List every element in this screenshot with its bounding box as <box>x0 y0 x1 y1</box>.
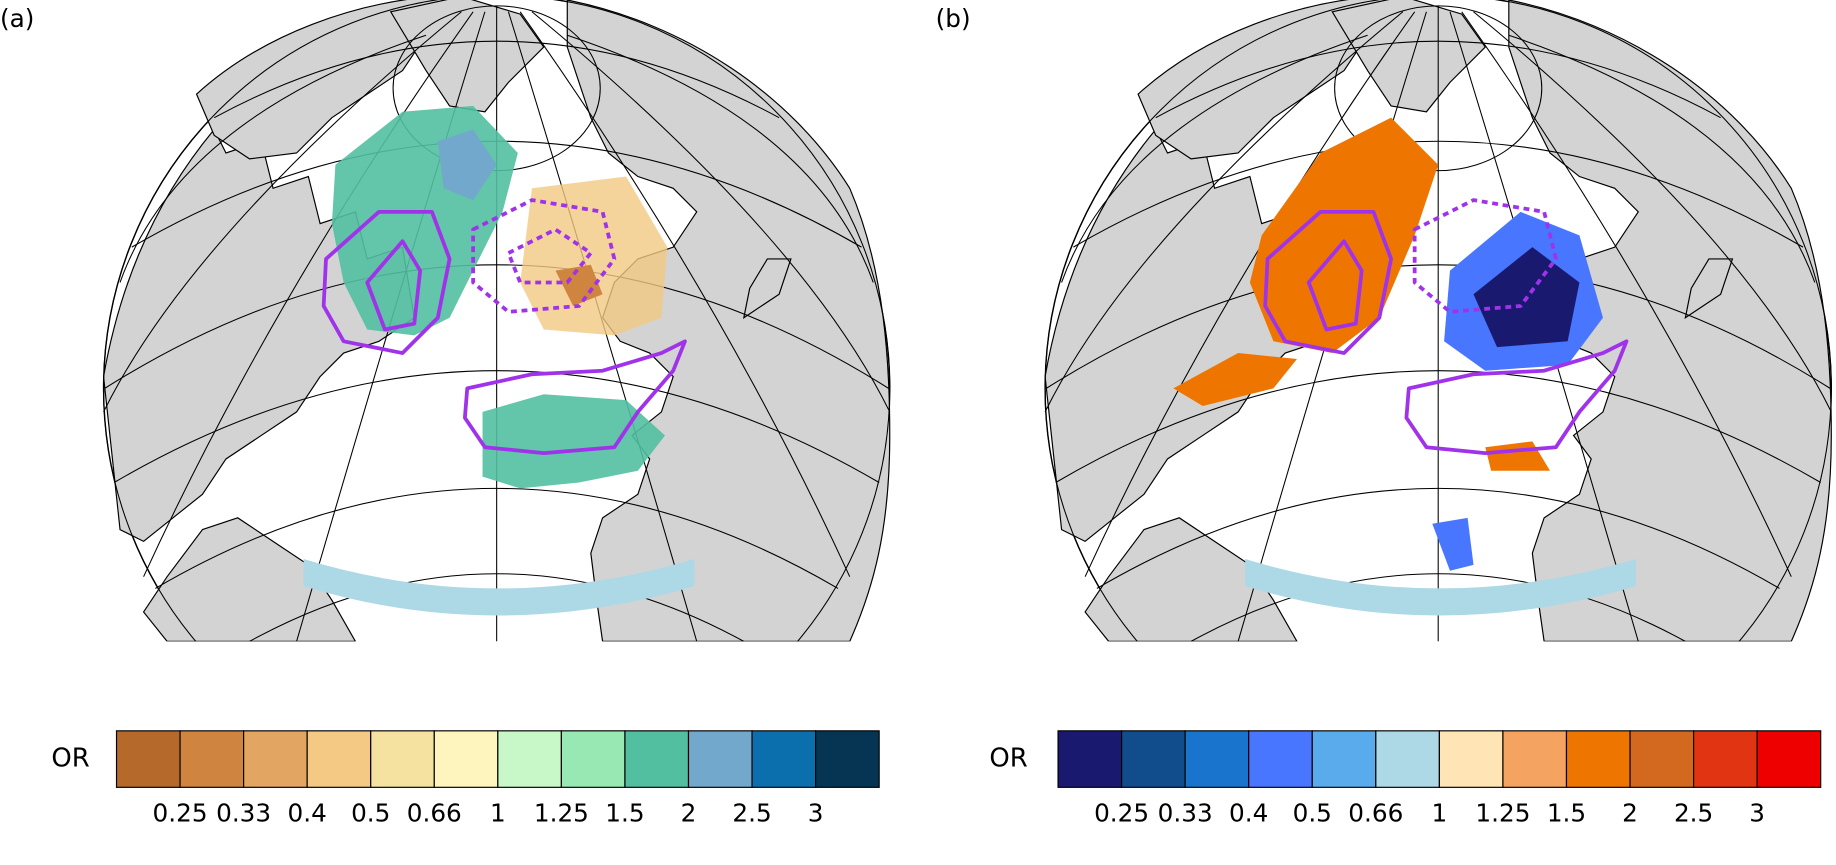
panel-label: (a) <box>0 4 34 33</box>
colorbar-swatch <box>179 730 245 788</box>
colorbar-tick-label: 2 <box>681 798 697 827</box>
colorbar-label: OR <box>989 744 1027 774</box>
panel-label: (b) <box>936 4 971 33</box>
colorbar-tick-label: 1.25 <box>534 798 589 827</box>
colorbar-swatch <box>815 730 880 788</box>
colorbar-swatch <box>497 730 562 788</box>
globe <box>1044 0 1832 642</box>
contour <box>1404 339 1629 455</box>
colorbar-swatch <box>1438 730 1504 788</box>
colorbar-tick-label: 1 <box>490 798 506 827</box>
or-patch <box>482 394 665 489</box>
colorbar-swatch <box>433 730 499 788</box>
colorbar-tick-label: 0.4 <box>288 798 327 827</box>
colorbar-tick-label: 2 <box>1622 798 1638 827</box>
colorbar-swatch <box>1121 730 1186 788</box>
or-patch <box>1173 353 1297 407</box>
colorbar-swatch <box>370 730 435 788</box>
contour <box>1412 198 1558 314</box>
or-patch <box>437 129 497 201</box>
colorbar-swatch <box>243 730 308 788</box>
contour <box>1263 209 1394 355</box>
contour <box>365 239 423 332</box>
colorbar-tick-label: 0.33 <box>216 798 271 827</box>
colorbar-swatch <box>1502 730 1568 788</box>
colorbar-swatch <box>306 730 372 788</box>
or-patch <box>520 176 668 336</box>
colorbar-tick-label: 0.5 <box>351 798 390 827</box>
colorbar-tick-label: 0.66 <box>1348 798 1403 827</box>
colorbar-tick-label: 1.25 <box>1475 798 1530 827</box>
contour <box>321 209 452 355</box>
colorbar-swatch <box>1756 730 1822 788</box>
colorbar-tick-label: 2.5 <box>732 798 771 827</box>
colorbar-tick-label: 0.25 <box>1094 798 1149 827</box>
map-b <box>1044 0 1832 642</box>
colorbar-swatch <box>560 730 626 788</box>
colorbar-swatch <box>1629 730 1695 788</box>
colorbar-swatch <box>1057 730 1123 788</box>
colorbar-swatch <box>751 730 817 788</box>
colorbar-tick-label: 1.5 <box>605 798 644 827</box>
map-a <box>102 0 891 642</box>
or-patch <box>1432 517 1474 571</box>
contour <box>506 227 593 285</box>
colorbar-tick-label: 0.4 <box>1229 798 1268 827</box>
colorbar-tick-label: 3 <box>1749 798 1765 827</box>
colorbar-tick-label: 3 <box>808 798 824 827</box>
colorbar-tick-label: 0.33 <box>1158 798 1213 827</box>
colorbar-swatch <box>1311 730 1377 788</box>
colorbar-tick-label: 1.5 <box>1547 798 1586 827</box>
colorbar-swatch <box>1184 730 1250 788</box>
colorbar-tick-label: 2.5 <box>1674 798 1713 827</box>
colorbar-swatch <box>1248 730 1313 788</box>
colorbar-tick-label: 0.25 <box>153 798 208 827</box>
contour <box>471 198 617 314</box>
colorbar-label: OR <box>51 744 89 774</box>
contour <box>463 339 687 455</box>
colorbar-swatch <box>1375 730 1440 788</box>
colorbar-swatch <box>624 730 690 788</box>
or-patch <box>555 264 603 306</box>
colorbar-swatch <box>687 730 753 788</box>
colorbar-swatch <box>1565 730 1631 788</box>
colorbar-tick-label: 0.5 <box>1293 798 1332 827</box>
colorbar-tick-label: 0.66 <box>407 798 462 827</box>
or-patch <box>1249 117 1439 354</box>
colorbar-swatch <box>1693 730 1758 788</box>
contour <box>1306 239 1364 332</box>
colorbar-tick-label: 1 <box>1432 798 1448 827</box>
colorbar-swatch <box>115 730 181 788</box>
globe <box>102 0 891 642</box>
